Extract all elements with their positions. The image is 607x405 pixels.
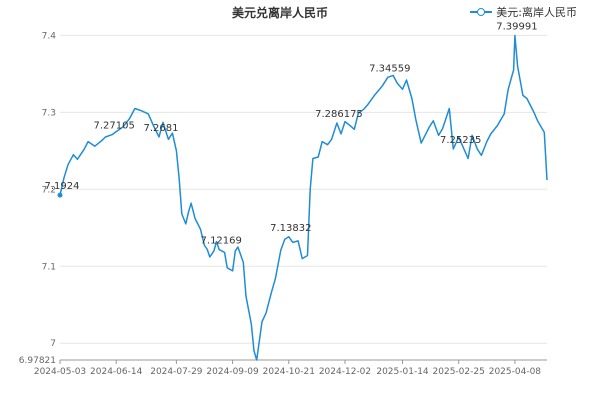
series-layer	[57, 34, 548, 361]
x-tick-label: 2024-06-14	[90, 367, 143, 377]
data-label: 7.34559	[369, 63, 410, 74]
x-tick-label: 2024-10-21	[263, 367, 315, 377]
legend-swatch-icon	[470, 7, 493, 17]
y-tick-label: 7.2	[42, 185, 56, 195]
x-tick-label: 2025-04-08	[489, 367, 542, 377]
data-label: 7.286175	[315, 109, 363, 120]
x-tick-label: 2024-05-03	[34, 367, 86, 377]
x-tick-label: 2025-01-14	[376, 367, 429, 377]
y-tick-label: 7.1	[42, 262, 56, 272]
x-tick-label: 2024-09-09	[206, 367, 259, 377]
start-point-marker	[57, 192, 63, 198]
y-tick-label: 7.3	[42, 108, 56, 118]
data-label: 7.25235	[440, 135, 481, 146]
legend[interactable]: 美元:离岸人民币	[470, 4, 577, 20]
y-tick-label: 7	[50, 339, 56, 349]
x-tick-label: 2024-07-29	[150, 367, 203, 377]
legend-label: 美元:离岸人民币	[496, 6, 577, 19]
data-labels: 7.1924 7.27105 7.2681 7.12169 7.13832 7.28617…	[45, 21, 538, 246]
data-label: 7.12169	[201, 236, 242, 247]
axes: 6.97821 7 7.1 7.2 7.3 7.4 2024-05-03 2024-06-14…	[19, 31, 547, 377]
x-tick-label: 2024-12-02	[319, 367, 371, 377]
grid-lines	[60, 34, 547, 361]
data-label: 7.39991	[496, 21, 537, 32]
data-label: 7.13832	[270, 223, 311, 234]
data-label: 7.27105	[93, 121, 134, 132]
series-line	[59, 34, 548, 361]
data-label: 7.1924	[45, 181, 80, 192]
x-tick-label: 2025-02-25	[433, 367, 485, 377]
y-tick-label: 6.97821	[19, 356, 56, 366]
chart-title: 美元兑离岸人民币	[231, 6, 328, 20]
y-tick-label: 7.4	[42, 31, 57, 41]
data-label: 7.2681	[144, 123, 179, 134]
